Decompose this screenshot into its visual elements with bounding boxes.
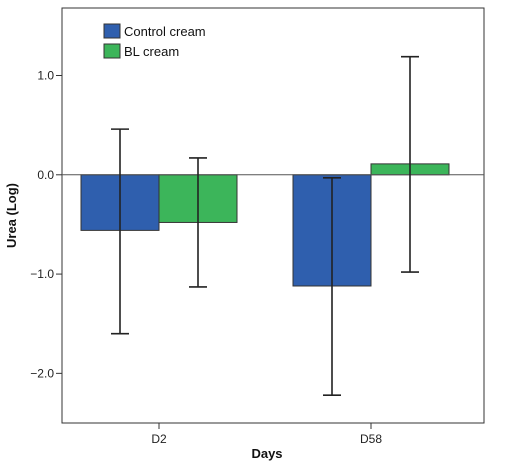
plot-area-frame	[61, 7, 485, 424]
legend-label: Control cream	[124, 24, 206, 39]
error-bar-d2-series-0	[111, 128, 129, 335]
x-axis: D2 D58	[151, 423, 382, 446]
error-bar-d58-series-1	[401, 55, 419, 273]
x-axis-title: Days	[251, 446, 282, 461]
bars-layer	[80, 163, 450, 287]
x-tick-label: D58	[360, 432, 382, 446]
error-bars-layer	[111, 55, 419, 397]
x-tick-label: D2	[151, 432, 167, 446]
legend-item-0: Control cream	[103, 23, 206, 39]
y-tick-label: 0.0	[37, 168, 54, 182]
y-axis: 1.0 0.0 −1.0 −2.0	[30, 69, 62, 380]
y-axis-title: Urea (Log)	[4, 183, 19, 248]
legend-item-1: BL cream	[103, 43, 179, 59]
y-tick-label: −1.0	[30, 267, 54, 281]
legend-swatch	[103, 43, 121, 59]
legend-swatch	[103, 23, 121, 39]
error-bar-d58-series-0	[323, 176, 341, 397]
legend: Control cream BL cream	[103, 23, 206, 59]
y-tick-label: −2.0	[30, 366, 54, 380]
error-bar-d2-series-1	[189, 157, 207, 288]
y-tick-label: 1.0	[37, 69, 54, 83]
legend-label: BL cream	[124, 44, 179, 59]
